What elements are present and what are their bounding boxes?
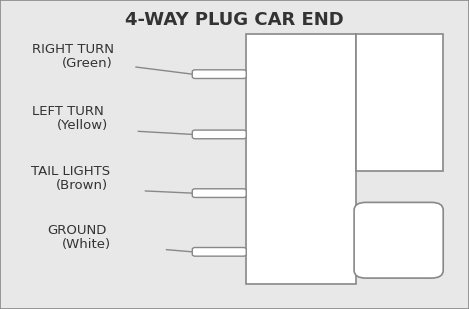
FancyBboxPatch shape	[192, 189, 246, 197]
Text: LEFT TURN: LEFT TURN	[32, 105, 104, 118]
Text: (White): (White)	[62, 238, 111, 251]
FancyBboxPatch shape	[354, 202, 443, 278]
Bar	[246, 34, 356, 284]
Text: TAIL LIGHTS: TAIL LIGHTS	[31, 165, 110, 178]
Text: RIGHT TURN: RIGHT TURN	[32, 43, 113, 56]
Text: (Green): (Green)	[61, 57, 112, 70]
FancyBboxPatch shape	[192, 70, 246, 78]
Text: (Brown): (Brown)	[56, 179, 108, 192]
Bar	[356, 34, 443, 171]
FancyBboxPatch shape	[192, 130, 246, 139]
FancyBboxPatch shape	[192, 248, 246, 256]
Text: 4-WAY PLUG CAR END: 4-WAY PLUG CAR END	[125, 11, 344, 29]
Text: GROUND: GROUND	[48, 224, 107, 237]
Text: (Yellow): (Yellow)	[56, 119, 108, 132]
